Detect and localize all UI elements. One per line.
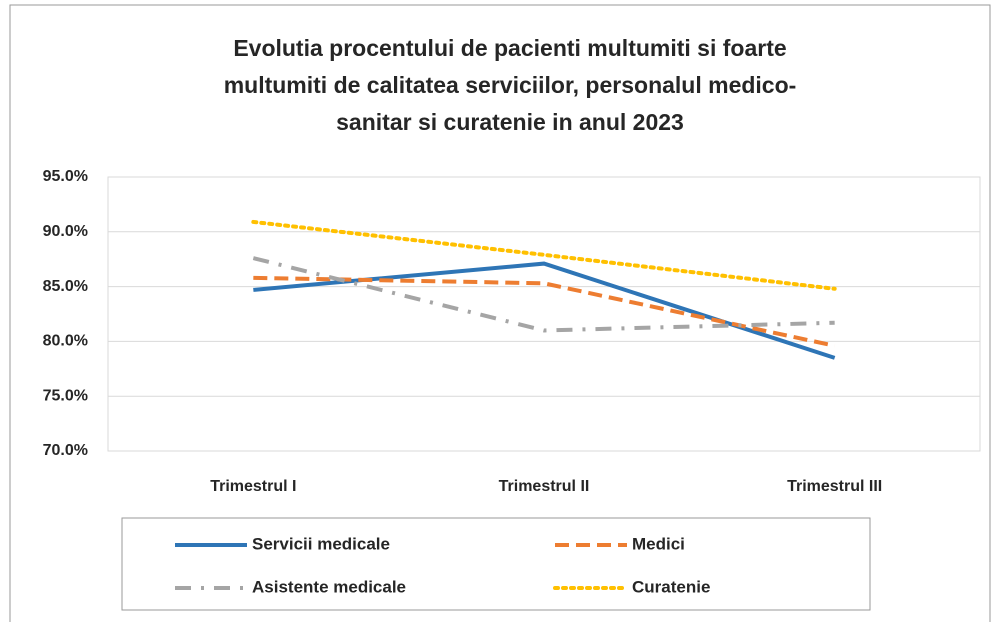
y-tick-label: 75.0%: [43, 387, 88, 404]
y-tick-label: 80.0%: [43, 333, 88, 350]
y-tick-label: 90.0%: [43, 223, 88, 240]
legend-frame: [121, 517, 871, 611]
y-tick-label: 95.0%: [43, 168, 88, 185]
y-tick-label: 70.0%: [43, 442, 88, 459]
chart-title: multumiti de calitatea serviciilor, pers…: [224, 72, 797, 98]
x-tick-label: Trimestrul I: [210, 478, 296, 495]
data-line: [252, 256, 835, 333]
legend-label: Curatenie: [632, 577, 710, 596]
chart-frame: [9, 4, 991, 627]
legend-label: Medici: [632, 534, 685, 553]
data-line: [253, 275, 836, 348]
y-tick-label: 85.0%: [43, 278, 88, 295]
x-tick-label: Trimestrul II: [499, 478, 590, 495]
x-tick-label: Trimestrul III: [787, 478, 882, 495]
data-line: [251, 219, 837, 291]
legend-label: Asistente medicale: [252, 577, 406, 596]
chart-title: Evolutia procentului de pacienti multumi…: [233, 35, 786, 61]
legend-label: Servicii medicale: [252, 534, 390, 553]
chart-title: sanitar si curatenie in anul 2023: [336, 109, 684, 135]
